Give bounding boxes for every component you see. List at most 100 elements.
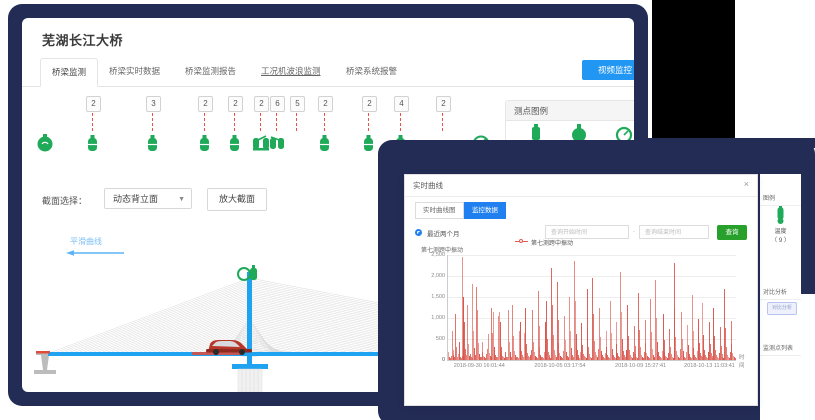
chart-bar <box>578 357 580 360</box>
chart-bar <box>479 356 481 360</box>
chart-bar <box>624 357 626 360</box>
chart-gridline <box>448 276 736 277</box>
dialog-tab-0[interactable]: 实时曲线图 <box>415 202 464 219</box>
point-sensor-icon[interactable] <box>358 132 380 154</box>
chart-bar <box>467 305 468 360</box>
chart-bar <box>590 356 591 360</box>
zoom-section-button[interactable]: 放大截面 <box>207 188 267 211</box>
gauge-sensor-icon[interactable] <box>34 132 56 154</box>
point-sensor-icon[interactable] <box>194 132 216 154</box>
chart-bar <box>659 355 660 360</box>
point-sensor-icon[interactable] <box>224 132 246 154</box>
chart-bar <box>496 357 498 360</box>
chart-bar <box>611 349 613 360</box>
recent-two-months-label: 最近两个月 <box>427 231 460 238</box>
chart-bar <box>649 358 650 360</box>
tab-0[interactable]: 桥梁监测 <box>40 58 99 87</box>
chart-bar <box>521 350 523 360</box>
tab-1[interactable]: 桥梁实时数据 <box>109 66 161 76</box>
start-date-input[interactable]: 查询开始时间 <box>545 225 629 239</box>
query-button[interactable]: 查询 <box>717 225 747 240</box>
chart-bar <box>493 311 495 360</box>
chart-bar <box>680 311 682 360</box>
chart-bar <box>519 322 521 360</box>
chart-bar <box>604 353 606 360</box>
chart-bar <box>697 351 698 360</box>
point-sensor-icon[interactable] <box>314 132 336 154</box>
chart-bar <box>500 346 502 360</box>
y-axis-tick: 2,500 <box>431 252 445 258</box>
chart-bar <box>540 354 542 360</box>
chart-bar <box>732 353 734 360</box>
chart-bar <box>635 353 637 360</box>
y-axis-tick: 1,500 <box>431 294 445 300</box>
chart-bar <box>673 263 675 360</box>
chart-bar <box>550 358 552 360</box>
chart-bar <box>724 288 725 360</box>
chart-bar <box>601 354 603 360</box>
dialog-tab-1[interactable]: 监控数据 <box>464 202 506 219</box>
chart-bar <box>696 358 697 360</box>
chart-bar <box>706 357 707 360</box>
chart-bar <box>544 322 546 360</box>
chart-bar <box>554 354 556 360</box>
legend-sensor-icon <box>532 124 540 140</box>
chart-bar <box>733 356 735 360</box>
chart-bar <box>735 358 736 360</box>
end-date-input[interactable]: 查询结束时间 <box>639 225 709 239</box>
chart-bar <box>715 350 716 360</box>
chart-bar <box>505 352 506 360</box>
chart-bar <box>668 328 670 360</box>
chart-bar <box>639 329 640 360</box>
chart-bar <box>720 346 722 360</box>
chart-bar <box>587 328 589 360</box>
sensor-leader-line <box>296 113 297 131</box>
chart-bar <box>625 358 627 360</box>
tab-4[interactable]: 桥梁系统报警 <box>346 66 398 76</box>
chart-bar <box>598 349 600 360</box>
chart-bar <box>507 309 509 360</box>
chart-bar <box>671 356 673 360</box>
tab-2[interactable]: 桥梁监测报告 <box>185 66 237 76</box>
video-surveillance-button[interactable]: 视频监控 <box>582 60 634 80</box>
pylon-cap <box>232 364 268 369</box>
bridge-deck <box>48 352 634 356</box>
compare-analysis-button[interactable]: 对比分析 <box>767 302 797 315</box>
x-axis-tick: 2018-10-13 11:03:41 <box>684 363 735 369</box>
sensor-leader-line <box>92 113 93 131</box>
chart-bar <box>721 354 723 360</box>
chart-bar <box>584 357 586 360</box>
sensor-badge: 2 <box>86 96 101 112</box>
point-sensor-icon[interactable] <box>142 132 164 154</box>
chart-bar <box>511 357 513 360</box>
close-icon[interactable]: × <box>743 179 749 189</box>
section-select-dropdown[interactable]: 动态背立面 ▼ <box>104 188 192 209</box>
truss-sensor-icon[interactable] <box>266 132 288 154</box>
chart-bar <box>677 355 678 360</box>
chart-bar <box>520 333 522 360</box>
truss-sensor-icon[interactable] <box>250 132 272 154</box>
tab-3[interactable]: 工况机波浪监测 <box>261 66 321 76</box>
chart-bar <box>543 358 544 360</box>
chart-bar <box>516 357 518 360</box>
chart-bar <box>734 357 735 360</box>
sensor-badge: 2 <box>228 96 243 112</box>
recent-two-months-radio[interactable] <box>415 229 422 236</box>
chart-bar <box>483 356 485 360</box>
chart-bar <box>524 307 526 360</box>
point-sensor-icon[interactable] <box>82 132 104 154</box>
chart-bar <box>557 320 559 360</box>
chart-bar <box>676 350 677 360</box>
chart-bar <box>549 357 551 360</box>
chart-bar <box>589 354 591 360</box>
chart-bar <box>562 358 563 360</box>
sensor-leader-line <box>204 113 205 131</box>
chart-bar <box>575 333 577 360</box>
chart-bar <box>659 357 661 360</box>
chart-plot-area: 0 500 1,000 1,500 2,000 2,500 2018-09-30 16:01… <box>431 252 736 369</box>
y-axis-tick: 1,000 <box>431 315 445 321</box>
pylon-sensor-icon[interactable] <box>237 265 257 281</box>
chart-bar <box>484 357 485 360</box>
chart-bar <box>478 353 480 360</box>
chart-bar <box>559 352 561 360</box>
